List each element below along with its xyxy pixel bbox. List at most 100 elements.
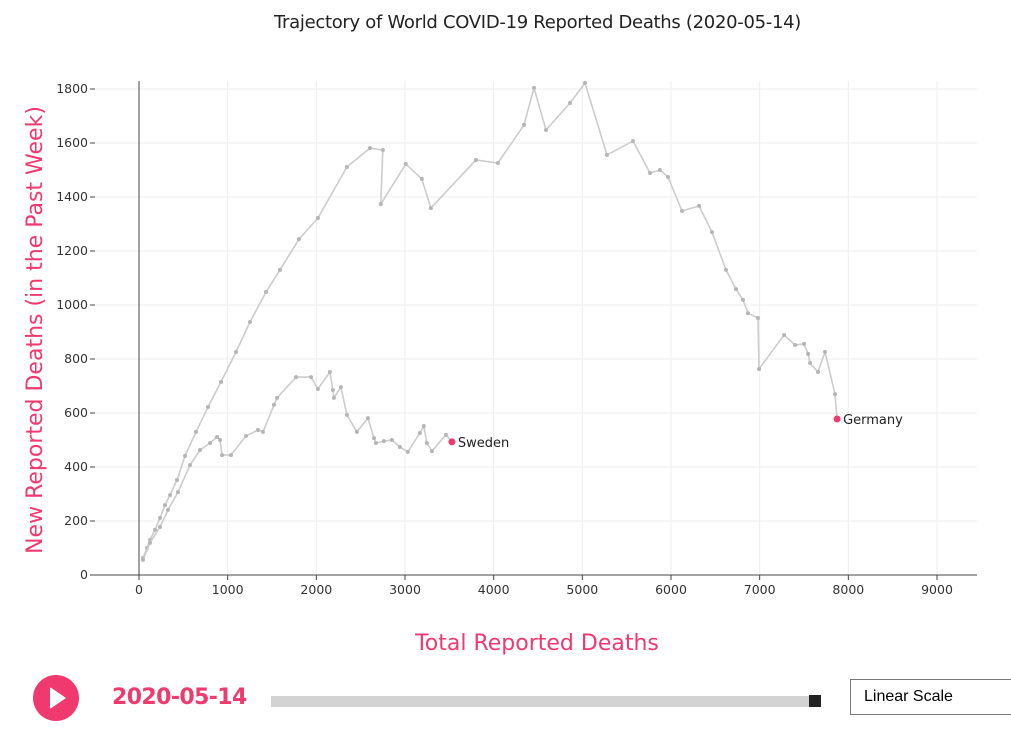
x-tick-label: 6000 (655, 582, 687, 597)
data-point (365, 416, 370, 421)
data-point (473, 158, 478, 163)
data-point (218, 438, 223, 442)
x-tick-label: 5000 (566, 582, 598, 597)
data-point (381, 439, 386, 444)
data-point (271, 402, 276, 407)
x-tick-label: 7000 (744, 582, 776, 597)
play-button[interactable] (33, 675, 79, 721)
x-axis-title: Total Reported Deaths (414, 631, 659, 656)
data-point (198, 447, 203, 452)
current-date: 2020-05-14 (112, 685, 247, 710)
data-point (315, 216, 320, 221)
data-point (187, 463, 192, 468)
y-tick-label: 0 (80, 567, 88, 582)
y-tick-label: 800 (64, 351, 88, 366)
data-point (309, 375, 314, 380)
data-point (263, 290, 268, 295)
data-point (158, 516, 163, 521)
current-point-sweden (448, 438, 456, 446)
data-point (521, 122, 526, 127)
x-tick-label: 9000 (921, 582, 953, 597)
data-point (679, 209, 684, 214)
series-layer: Germany Sweden (140, 81, 903, 562)
data-point (793, 342, 798, 347)
date-slider-handle[interactable] (809, 695, 821, 707)
y-tick-label: 600 (64, 405, 88, 420)
data-point (421, 423, 426, 428)
data-point (277, 267, 282, 272)
data-point (740, 297, 745, 302)
data-point (647, 170, 652, 175)
data-point (757, 366, 762, 371)
data-point (709, 230, 714, 235)
data-point (755, 315, 760, 320)
data-point (158, 524, 163, 529)
data-point (152, 527, 157, 532)
data-point (208, 440, 213, 445)
data-point (219, 379, 224, 384)
data-point (723, 267, 728, 272)
data-point (248, 320, 253, 325)
data-point (568, 101, 573, 106)
data-point (389, 438, 394, 442)
data-point (140, 557, 145, 562)
data-point (194, 429, 199, 434)
date-slider-track[interactable] (271, 696, 821, 707)
ticks: 0 1000 2000 3000 4000 5000 6000 7000 8000 9000 0 20… (56, 81, 953, 597)
data-point (344, 165, 349, 170)
data-point (424, 440, 429, 445)
data-point (782, 332, 787, 337)
grid (90, 81, 977, 580)
x-tick-label: 0 (135, 582, 143, 597)
scale-select[interactable]: Linear Scale (850, 679, 1011, 715)
data-point (327, 369, 332, 374)
y-tick-label: 1400 (56, 189, 88, 204)
x-tick-label: 4000 (478, 582, 510, 597)
series-germany: Germany (140, 81, 903, 560)
data-point (175, 477, 180, 482)
data-point (228, 453, 233, 458)
data-point (354, 429, 359, 434)
data-point (296, 237, 301, 242)
series-line-germany (142, 81, 838, 559)
data-point (205, 405, 210, 410)
data-point (168, 493, 173, 498)
data-point (532, 85, 537, 90)
data-point (176, 490, 181, 495)
data-point (219, 453, 224, 458)
data-point (833, 392, 838, 397)
data-point (419, 176, 424, 181)
data-point (373, 440, 378, 445)
data-point (338, 385, 343, 390)
data-point (443, 432, 448, 437)
data-point (543, 128, 548, 133)
data-point (183, 453, 188, 458)
data-point (344, 412, 349, 417)
data-point (604, 152, 609, 157)
x-tick-label: 8000 (832, 582, 864, 597)
x-tick-label: 2000 (300, 582, 332, 597)
y-tick-label: 200 (64, 513, 88, 528)
data-point (657, 168, 662, 172)
data-point (745, 311, 750, 316)
data-point (697, 203, 702, 208)
data-point (733, 287, 738, 292)
data-point (428, 206, 433, 211)
data-point (630, 139, 635, 144)
data-point (403, 162, 408, 167)
data-point (260, 429, 265, 434)
play-icon (50, 687, 66, 709)
chart-title: Trajectory of World COVID-19 Reported De… (274, 12, 801, 33)
series-sweden: Sweden (140, 369, 509, 562)
data-point (331, 395, 336, 400)
animation-controls: 2020-05-14 Linear Scale (0, 672, 1011, 727)
data-point (162, 503, 167, 508)
data-point (806, 351, 811, 356)
data-point (816, 369, 821, 374)
y-tick-label: 1000 (56, 297, 88, 312)
chart-svg: 0 1000 2000 3000 4000 5000 6000 7000 8000 9000 0 20… (23, 81, 977, 656)
data-point (234, 349, 239, 354)
y-tick-label: 1200 (56, 243, 88, 258)
data-point (823, 349, 828, 354)
data-point (665, 175, 670, 180)
